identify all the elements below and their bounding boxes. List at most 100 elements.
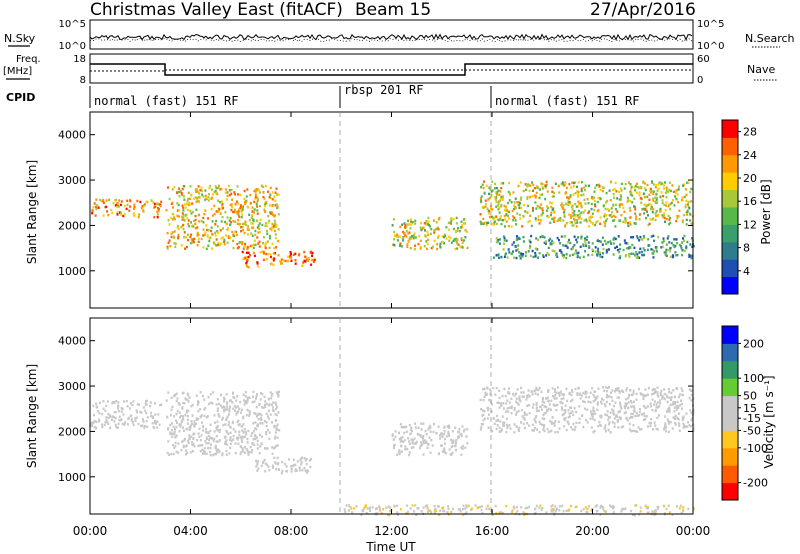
velocity-cell-b0 [154, 413, 157, 416]
velocity-cell-b3 [422, 422, 425, 425]
power-cell-b1 [251, 206, 254, 209]
velocity-cell-b5 [462, 504, 465, 507]
velocity-cell-b4 [666, 418, 669, 421]
velocity-cell-b4 [629, 428, 631, 431]
power-cell-b1 [224, 191, 227, 194]
velocity-cell-b4 [623, 405, 626, 408]
velocity-cell-b5 [360, 513, 363, 516]
power-cell-b5 [562, 244, 565, 247]
power-cell-b4 [504, 218, 507, 221]
velocity-cell-b3 [428, 426, 431, 429]
power-cell-b1 [257, 189, 260, 192]
velocity-cell-b5 [376, 512, 379, 515]
velocity-cell-b4 [545, 406, 548, 409]
power-cell-b1 [276, 203, 279, 206]
velocity-cell-b2 [264, 470, 267, 473]
power-cell-b5 [576, 254, 579, 258]
velocity-cell-b1 [177, 402, 180, 405]
power-cell-b4 [592, 222, 594, 226]
power-cell-b4 [510, 225, 513, 228]
velocity-cell-b4 [605, 400, 608, 404]
power-cell-b3 [438, 216, 441, 220]
velocity-cell-b1 [207, 431, 210, 434]
power-cell-b4 [685, 223, 688, 226]
velocity-cell-b4 [564, 411, 567, 414]
power-cell-b3 [448, 228, 451, 231]
power-cell-b4 [505, 220, 508, 223]
power-cell-b4 [636, 191, 638, 194]
power-cell-b0 [150, 199, 153, 202]
power-cell-b4 [514, 219, 517, 222]
velocity-cell-b4 [499, 420, 502, 423]
velocity-cell-b4 [600, 414, 603, 417]
power-cell-b3 [459, 226, 462, 229]
noise-search-series [90, 37, 693, 43]
velocity-cell-b4 [616, 415, 619, 418]
velocity-cell-b3 [443, 430, 446, 433]
beam-title: Beam 15 [355, 0, 431, 20]
power-cell-b5 [564, 244, 567, 247]
power-cell-b1 [190, 193, 193, 196]
velocity-cell-b1 [203, 408, 206, 411]
power-cell-b4 [483, 180, 485, 183]
velocity-cell-b4 [636, 414, 639, 417]
velocity-cell-b3 [452, 439, 455, 442]
velocity-cell-b4 [543, 417, 546, 421]
power-cell-b0 [120, 211, 123, 215]
power-cell-b1 [167, 241, 170, 244]
velocity-cell-b5 [501, 511, 504, 515]
power-cell-b1 [191, 202, 194, 205]
velocity-cell-b4 [546, 409, 548, 412]
power-cell-b1 [267, 190, 270, 193]
velocity-cell-b4 [488, 413, 490, 416]
velocity-cell-b0 [117, 405, 120, 408]
velocity-cell-b4 [623, 411, 626, 415]
power-cell-b1 [229, 236, 232, 239]
velocity-cell-b1 [252, 390, 255, 394]
velocity-cell-b5 [602, 507, 605, 510]
velocity-cell-b4 [642, 396, 645, 399]
velocity-cell-b3 [400, 444, 403, 447]
velocity-cell-b1 [236, 420, 239, 424]
velocity-cell-b4 [617, 387, 620, 390]
velocity-cell-b4 [626, 402, 629, 405]
power-cell-b5 [682, 237, 684, 240]
power-cell-b4 [510, 201, 513, 204]
power-cell-b4 [665, 204, 668, 207]
power-cell-b4 [668, 203, 671, 206]
power-cell-b0 [145, 200, 148, 203]
power-cell-b1 [268, 234, 271, 238]
power-cell-b4 [516, 201, 519, 204]
velocity-cell-b4 [502, 402, 505, 405]
velocity-cell-b1 [236, 395, 239, 398]
power-cell-b4 [598, 184, 601, 188]
velocity-cell-b4 [625, 411, 628, 414]
velocity-cell-b5 [374, 507, 377, 511]
velocity-cell-b1 [223, 436, 226, 439]
power-cell-b0 [142, 210, 145, 213]
power-cell-b4 [633, 205, 635, 208]
power-cell-b5 [609, 240, 612, 243]
power-cell-b4 [546, 209, 548, 212]
power-cell-b4 [633, 197, 636, 200]
power-cell-b2 [271, 257, 274, 260]
power-cell-b4 [525, 188, 528, 191]
velocity-cell-b5 [378, 505, 381, 508]
power-cell-b4 [570, 186, 573, 189]
velocity-cell-b1 [215, 428, 218, 431]
power-cell-b5 [591, 253, 594, 256]
velocity-cell-b4 [543, 401, 546, 404]
velocity-cell-b4 [557, 420, 560, 424]
power-cell-b4 [606, 208, 609, 211]
velocity-cell-b1 [277, 411, 280, 414]
power-cell-b4 [658, 181, 661, 184]
velocity-cell-b4 [495, 419, 498, 423]
velocity-cell-b0 [160, 403, 163, 406]
velocity-cell-b4 [655, 427, 658, 431]
power-cell-b4 [686, 213, 689, 216]
power-cell-b5 [603, 239, 606, 243]
power-cell-b4 [579, 221, 582, 224]
power-cell-b4 [484, 205, 487, 208]
power-cell-b5 [571, 253, 574, 257]
power-cell-b5 [639, 247, 642, 250]
